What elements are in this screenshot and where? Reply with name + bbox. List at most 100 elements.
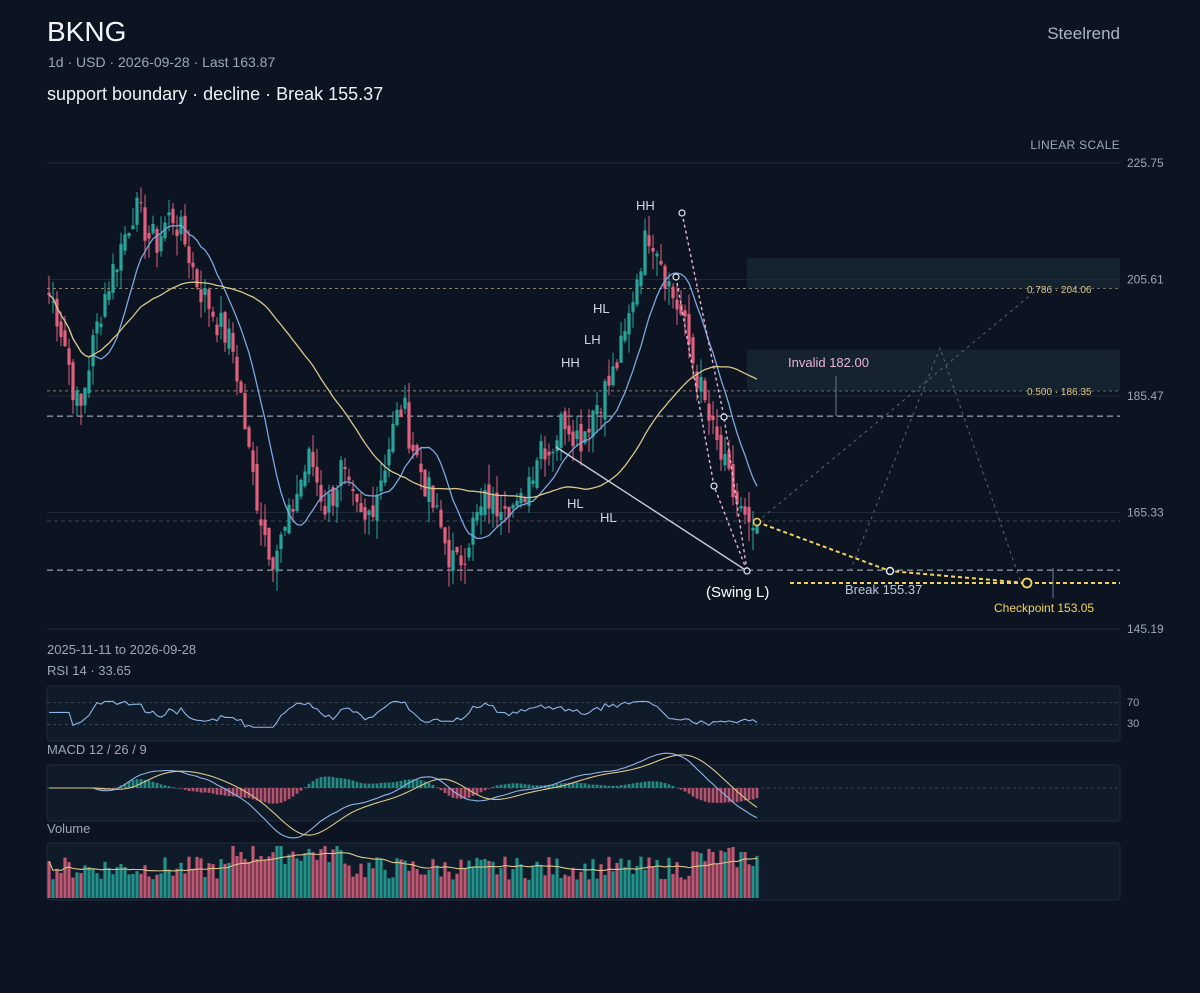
volume-bar (171, 875, 175, 898)
candle-body (475, 511, 479, 521)
volume-bar (659, 879, 663, 898)
candle-body (307, 448, 311, 475)
candle-body (587, 428, 591, 433)
macd-hist-bar (459, 788, 463, 799)
macd-hist-bar (203, 788, 207, 793)
volume-bar (187, 856, 191, 898)
pivot-label-lh: LH (584, 332, 601, 347)
pattern-leg-a (675, 276, 748, 572)
macd-hist-bar (599, 785, 603, 788)
volume-bar (459, 859, 463, 898)
volume-bar (727, 847, 731, 898)
candle-body (339, 460, 343, 487)
volume-bar (243, 858, 247, 898)
macd-hist-bar (619, 785, 623, 788)
volume-bar (543, 875, 547, 898)
macd-hist-bar (439, 788, 443, 791)
candle-body (711, 416, 715, 421)
candle-body (579, 423, 583, 452)
candle-body (131, 225, 135, 230)
volume-bar (311, 852, 315, 898)
volume-bar (623, 867, 627, 898)
volume-bar (695, 851, 699, 898)
volume-bar (323, 846, 327, 898)
macd-hist-bar (571, 782, 575, 788)
candle-body (63, 330, 67, 347)
macd-hist-bar (607, 785, 611, 788)
candle-body (623, 331, 627, 341)
candle-body (111, 263, 115, 293)
macd-hist-bar (679, 788, 683, 790)
macd-hist-bar (235, 788, 239, 797)
macd-hist-bar (751, 788, 755, 800)
pattern-overlay (555, 209, 837, 575)
volume-bar (539, 864, 543, 898)
upside-projection (756, 292, 1034, 523)
volume-bar (499, 867, 503, 898)
macd-hist-bar (611, 785, 615, 788)
macd-hist-bar (311, 781, 315, 788)
candle-body (207, 289, 211, 309)
candle-body (87, 370, 91, 394)
volume-bar (487, 860, 491, 898)
macd-hist-bar (407, 779, 411, 788)
volume-bar (595, 878, 599, 898)
candle-body (499, 511, 503, 520)
macd-hist-bar (587, 784, 591, 788)
volume-bar (631, 873, 635, 898)
candle-body (227, 328, 231, 349)
volume-bar (67, 862, 71, 898)
candle-body (435, 505, 439, 507)
macd-hist-bar (595, 784, 599, 788)
volume-bar (583, 863, 587, 898)
volume-bar (611, 871, 615, 898)
volume-bar (667, 857, 671, 898)
macd-hist-bar (719, 788, 723, 803)
rsi-pane (46, 685, 1121, 742)
pivot-marker (672, 273, 680, 281)
candle-body (199, 289, 203, 303)
macd-hist-bar (431, 784, 435, 788)
candle-body (47, 292, 51, 295)
candle-body (647, 235, 651, 247)
macd-hist-bar (735, 788, 739, 803)
volume-bar (103, 861, 107, 898)
scale-label[interactable]: LINEAR SCALE (1030, 138, 1120, 152)
volume-bar (739, 852, 743, 898)
volume-bar (411, 861, 415, 898)
macd-hist-bar (115, 787, 119, 789)
macd-hist-bar (635, 782, 639, 788)
volume-bar (363, 877, 367, 898)
volume-bar (527, 879, 531, 898)
candle-body (643, 230, 647, 276)
macd-hist-bar (319, 776, 323, 788)
volume-bar (507, 879, 511, 898)
volume-bar (247, 861, 251, 898)
volume-bar (303, 853, 307, 898)
volume-bar (83, 865, 87, 898)
volume-bar (655, 859, 659, 898)
candle-body (531, 480, 535, 484)
candle-body (195, 269, 199, 288)
volume-bar (559, 878, 563, 898)
candle-body (235, 356, 239, 382)
y-tick-label: 145.19 (1127, 622, 1164, 636)
volume-bar (447, 871, 451, 898)
volume-bar (383, 869, 387, 898)
volume-bar (407, 870, 411, 898)
macd-hist-bar (479, 788, 483, 793)
candle-body (547, 451, 551, 456)
macd-hist-bar (647, 781, 651, 788)
volume-bar (699, 853, 703, 898)
volume-bar (315, 859, 319, 898)
macd-hist-bar (727, 788, 731, 803)
macd-hist-bar (159, 784, 163, 788)
macd-hist-bar (187, 788, 191, 792)
macd-hist-bar (531, 785, 535, 788)
macd-hist-bar (291, 788, 295, 797)
macd-hist-bar (515, 783, 519, 788)
volume-bar (479, 859, 483, 898)
macd-hist-bar (651, 781, 655, 788)
price-grid (47, 162, 1120, 630)
